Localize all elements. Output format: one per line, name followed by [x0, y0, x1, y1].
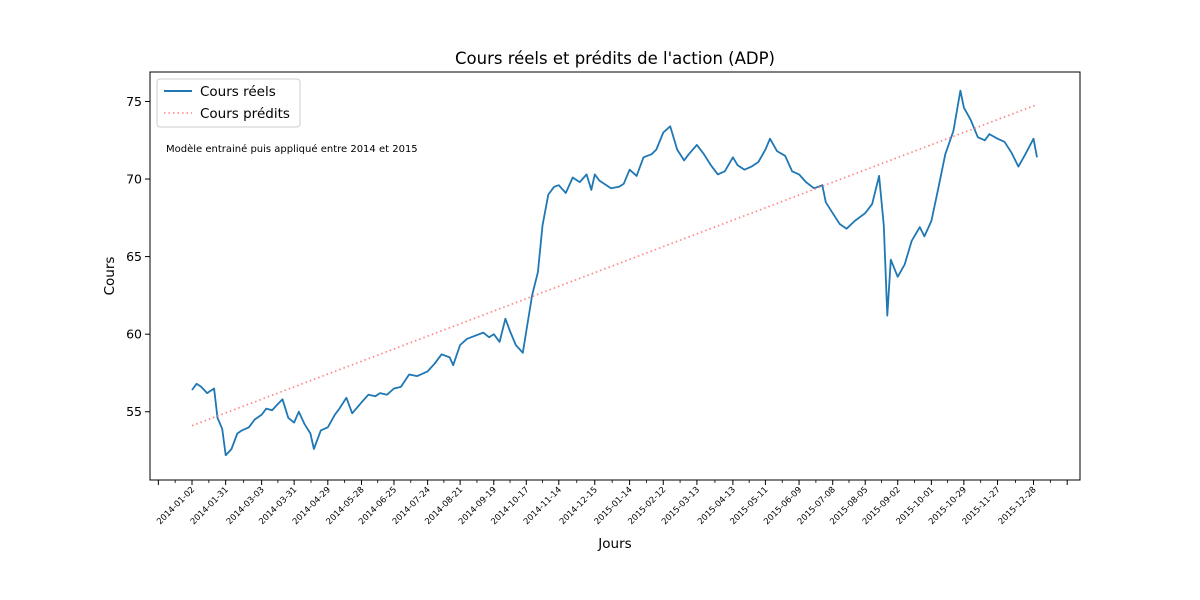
legend: Cours réels Cours prédits [156, 78, 301, 128]
y-tick-label: 55 [126, 404, 142, 419]
x-axis-title: Jours [597, 536, 631, 552]
legend-label-predit: Cours prédits [200, 106, 290, 122]
y-tick-label: 65 [126, 249, 142, 264]
annotation: Modèle entrainé puis appliqué entre 2014… [166, 143, 418, 155]
x-tick-label: 2015-12-28 [997, 485, 1039, 527]
y-axis: 55 60 65 70 75 [126, 94, 150, 419]
y-tick-label: 70 [126, 172, 142, 187]
chart-title: Cours réels et prédits de l'action (ADP) [455, 49, 775, 68]
y-tick-label: 60 [126, 327, 142, 342]
series-layer [191, 89, 1038, 457]
y-axis-title: Cours [102, 257, 118, 296]
series-line-reel [191, 89, 1038, 457]
y-tick-label: 75 [126, 94, 142, 109]
legend-box [156, 78, 301, 128]
x-axis: 2014-01-022014-01-312014-03-032014-03-31… [155, 480, 1068, 527]
legend-label-reel: Cours réels [200, 84, 276, 100]
plot-area [149, 71, 1081, 481]
